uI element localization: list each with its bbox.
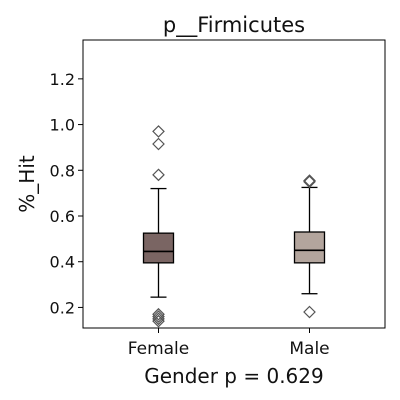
y-tick-label: 1.2 bbox=[50, 70, 75, 89]
x-tick-label: Male bbox=[289, 339, 329, 359]
outlier-point bbox=[152, 137, 165, 151]
y-tick-label: 0.4 bbox=[50, 253, 75, 272]
plot-area bbox=[142, 125, 326, 328]
box-group-male bbox=[293, 174, 326, 319]
outlier-point bbox=[152, 125, 165, 138]
outlier-point bbox=[152, 168, 165, 182]
plot-frame bbox=[82, 39, 386, 329]
outlier-point bbox=[303, 305, 316, 319]
x-axis-label: Gender p = 0.629 bbox=[144, 364, 323, 388]
outlier-point bbox=[152, 307, 165, 321]
y-tick-label: 0.2 bbox=[50, 298, 75, 317]
outlier-point bbox=[303, 174, 316, 187]
box-group-female bbox=[142, 125, 175, 328]
outlier-point bbox=[152, 312, 165, 326]
y-axis-label: %_Hit bbox=[15, 155, 39, 213]
y-tick-label: 0.8 bbox=[50, 161, 75, 180]
outlier-point bbox=[152, 314, 165, 328]
y-tick-label: 1.0 bbox=[50, 116, 75, 135]
box bbox=[142, 232, 175, 264]
outlier-point bbox=[152, 310, 165, 323]
y-tick-label: 0.6 bbox=[50, 207, 75, 226]
x-tick-label: Female bbox=[128, 339, 189, 359]
box bbox=[293, 231, 326, 264]
outlier-point bbox=[303, 175, 316, 189]
chart-title: p__Firmicutes bbox=[163, 13, 305, 38]
